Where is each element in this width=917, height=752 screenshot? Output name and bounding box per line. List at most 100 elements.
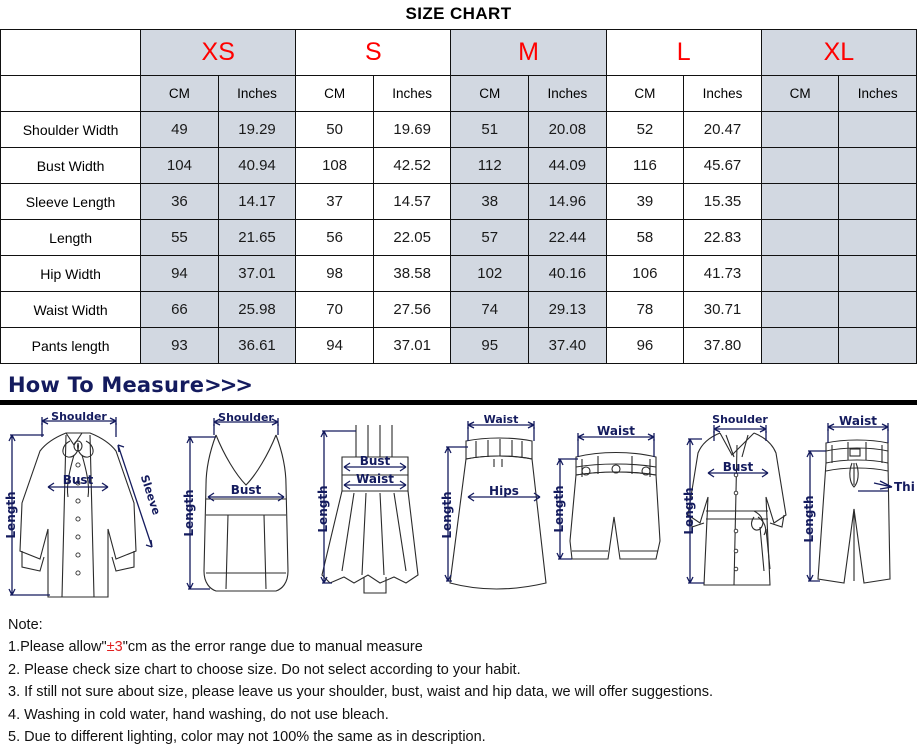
- figure-strap-dress: Bust Waist Length: [312, 411, 434, 606]
- size-header-m: M: [450, 29, 607, 76]
- cell-xs-inches: 19.29: [217, 111, 297, 148]
- cell-m-inches: 37.40: [528, 327, 607, 364]
- label-length: Length: [316, 485, 330, 532]
- cell-m-cm: 95: [450, 327, 530, 364]
- size-chart-table: XS S M L XL CM Inches CM Inches CM Inche…: [0, 29, 917, 364]
- chevron-right-icon: >>>: [204, 373, 253, 397]
- label-waist: Waist: [484, 413, 519, 426]
- cell-l-cm: 106: [605, 255, 685, 292]
- figure-shorts: Waist Length: [546, 411, 676, 606]
- size-header-xs: XS: [140, 29, 297, 76]
- label-bust: Bust: [231, 483, 262, 497]
- label-thigh: Thigh: [894, 480, 914, 494]
- note-line-2: 2. Please check size chart to choose siz…: [8, 661, 521, 678]
- cell-xs-cm: 49: [140, 111, 219, 148]
- label-bust: Bust: [63, 473, 94, 487]
- figure-trench-coat: Shoulder Bust Length: [676, 411, 798, 606]
- cell-xs-inches: 25.98: [217, 291, 297, 328]
- cell-s-cm: 98: [295, 255, 374, 292]
- row-label: Sleeve Length: [0, 183, 142, 220]
- unit-l-cm: CM: [605, 75, 685, 112]
- label-length: Length: [182, 489, 196, 536]
- note-1-pre: 1.Please allow": [8, 639, 107, 656]
- cell-xl-cm: [760, 255, 840, 292]
- label-shoulder: Shoulder: [712, 413, 768, 426]
- figure-skirt: Waist Hips Length: [432, 411, 554, 606]
- cell-xl-cm: [760, 183, 840, 220]
- cell-l-inches: 20.47: [683, 111, 762, 148]
- cell-xl-cm: [760, 147, 840, 184]
- how-to-measure-section: How To Measure>>>: [0, 364, 917, 397]
- row-label: Bust Width: [0, 147, 142, 184]
- note-line-4: 4. Washing in cold water, hand washing, …: [8, 706, 389, 723]
- label-shoulder: Shoulder: [218, 411, 274, 424]
- cell-s-inches: 42.52: [372, 147, 452, 184]
- row-label: Shoulder Width: [0, 111, 142, 148]
- cell-s-cm: 56: [295, 219, 374, 256]
- cell-xl-inches: [838, 147, 917, 184]
- label-waist: Waist: [597, 424, 635, 438]
- cell-l-cm: 78: [605, 291, 685, 328]
- notes-section: Note: 1.Please allow"±3"cm as the error …: [0, 606, 917, 749]
- cell-s-inches: 38.58: [372, 255, 452, 292]
- cell-s-cm: 94: [295, 327, 374, 364]
- note-heading: Note:: [8, 617, 43, 633]
- cell-xl-inches: [838, 327, 917, 364]
- table-row: Length 55 21.65 56 22.05 57 22.44 58 22.…: [0, 219, 917, 256]
- table-row: Hip Width 94 37.01 98 38.58 102 40.16 10…: [0, 255, 917, 292]
- row-label: Pants length: [0, 327, 142, 364]
- size-table-body: Shoulder Width 49 19.29 50 19.69 51 20.0…: [0, 111, 917, 364]
- table-row: Waist Width 66 25.98 70 27.56 74 29.13 7…: [0, 291, 917, 328]
- row-label: Length: [0, 219, 142, 256]
- measurement-diagrams: Shoulder Bust Length Sleeve S: [0, 411, 917, 606]
- cell-m-cm: 51: [450, 111, 530, 148]
- cell-m-inches: 14.96: [528, 183, 607, 220]
- cell-l-cm: 96: [605, 327, 685, 364]
- note-line-1: 1.Please allow"±3"cm as the error range …: [8, 636, 917, 658]
- cell-xs-inches: 36.61: [217, 327, 297, 364]
- note-1-post: "cm as the error range due to manual mea…: [122, 639, 423, 656]
- unit-xl-cm: CM: [760, 75, 840, 112]
- unit-xs-inches: Inches: [217, 75, 297, 112]
- label-length: Length: [440, 491, 454, 538]
- label-sleeve: Sleeve: [138, 473, 163, 516]
- label-length: Length: [4, 491, 18, 538]
- cell-m-inches: 29.13: [528, 291, 607, 328]
- label-bust: Bust: [360, 454, 391, 468]
- cell-l-cm: 58: [605, 219, 685, 256]
- unit-l-inches: Inches: [683, 75, 762, 112]
- unit-s-cm: CM: [295, 75, 374, 112]
- cell-s-inches: 27.56: [372, 291, 452, 328]
- cell-xs-inches: 37.01: [217, 255, 297, 292]
- cell-l-cm: 39: [605, 183, 685, 220]
- cell-s-cm: 50: [295, 111, 374, 148]
- cell-xs-cm: 66: [140, 291, 219, 328]
- cell-l-inches: 45.67: [683, 147, 762, 184]
- corner-cell-empty: [0, 29, 142, 76]
- table-row: Shoulder Width 49 19.29 50 19.69 51 20.0…: [0, 111, 917, 148]
- unit-m-inches: Inches: [528, 75, 607, 112]
- label-length: Length: [682, 487, 696, 534]
- label-bust: Bust: [723, 460, 754, 474]
- cell-xl-cm: [760, 219, 840, 256]
- size-header-s: S: [295, 29, 452, 76]
- unit-m-cm: CM: [450, 75, 530, 112]
- cell-xs-cm: 55: [140, 219, 219, 256]
- note-line-5: 5. Due to different lighting, color may …: [8, 729, 486, 746]
- cell-m-cm: 57: [450, 219, 530, 256]
- cell-m-inches: 22.44: [528, 219, 607, 256]
- tolerance-value: ±3: [106, 639, 123, 656]
- label-length: Length: [552, 485, 566, 532]
- cell-xl-inches: [838, 111, 917, 148]
- cell-xs-cm: 104: [140, 147, 219, 184]
- cell-l-inches: 37.80: [683, 327, 762, 364]
- page-title: SIZE CHART: [405, 4, 512, 23]
- table-row: Pants length 93 36.61 94 37.01 95 37.40 …: [0, 327, 917, 364]
- cell-s-inches: 22.05: [372, 219, 452, 256]
- cell-s-inches: 14.57: [372, 183, 452, 220]
- cell-s-cm: 70: [295, 291, 374, 328]
- row-label: Waist Width: [0, 291, 142, 328]
- row-label: Hip Width: [0, 255, 142, 292]
- label-waist: Waist: [839, 414, 877, 428]
- cell-l-inches: 41.73: [683, 255, 762, 292]
